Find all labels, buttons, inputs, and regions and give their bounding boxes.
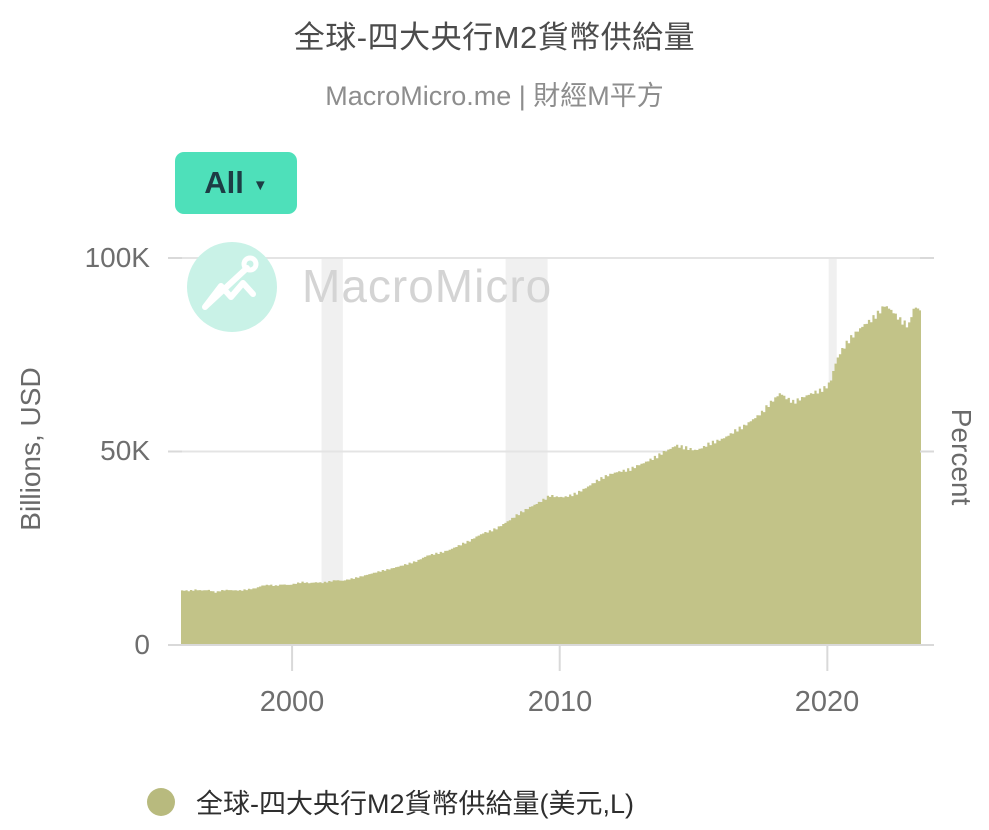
y-tick-label: 100K [84,242,150,273]
y-tick-label: 0 [134,629,150,660]
page-title: 全球-四大央行M2貨幣供給量 [293,20,696,55]
x-tick-label: 2000 [259,686,325,718]
watermark-text: MacroMicro [302,259,553,312]
x-tick-label: 2010 [527,686,593,718]
legend: 全球-四大央行M2貨幣供給量(美元,L) [147,782,634,821]
range-selector-button[interactable]: All ▼ [175,152,297,214]
y-tick-label: 50K [100,435,150,466]
chevron-down-icon: ▼ [252,177,268,194]
macromicro-logo-icon [187,242,277,332]
x-tick-label: 2020 [794,686,860,718]
legend-item[interactable]: 全球-四大央行M2貨幣供給量(美元,L) [147,782,634,821]
m2-area-series [181,306,921,645]
page-subtitle: MacroMicro.me | 財經M平方 [325,81,664,111]
range-selector-label: All [204,165,244,200]
legend-label: 全球-四大央行M2貨幣供給量(美元,L) [196,789,634,819]
legend-marker [147,787,175,816]
y-axis-title-right: Percent [946,408,977,506]
y-axis-title-left: Billions, USD [15,367,46,531]
